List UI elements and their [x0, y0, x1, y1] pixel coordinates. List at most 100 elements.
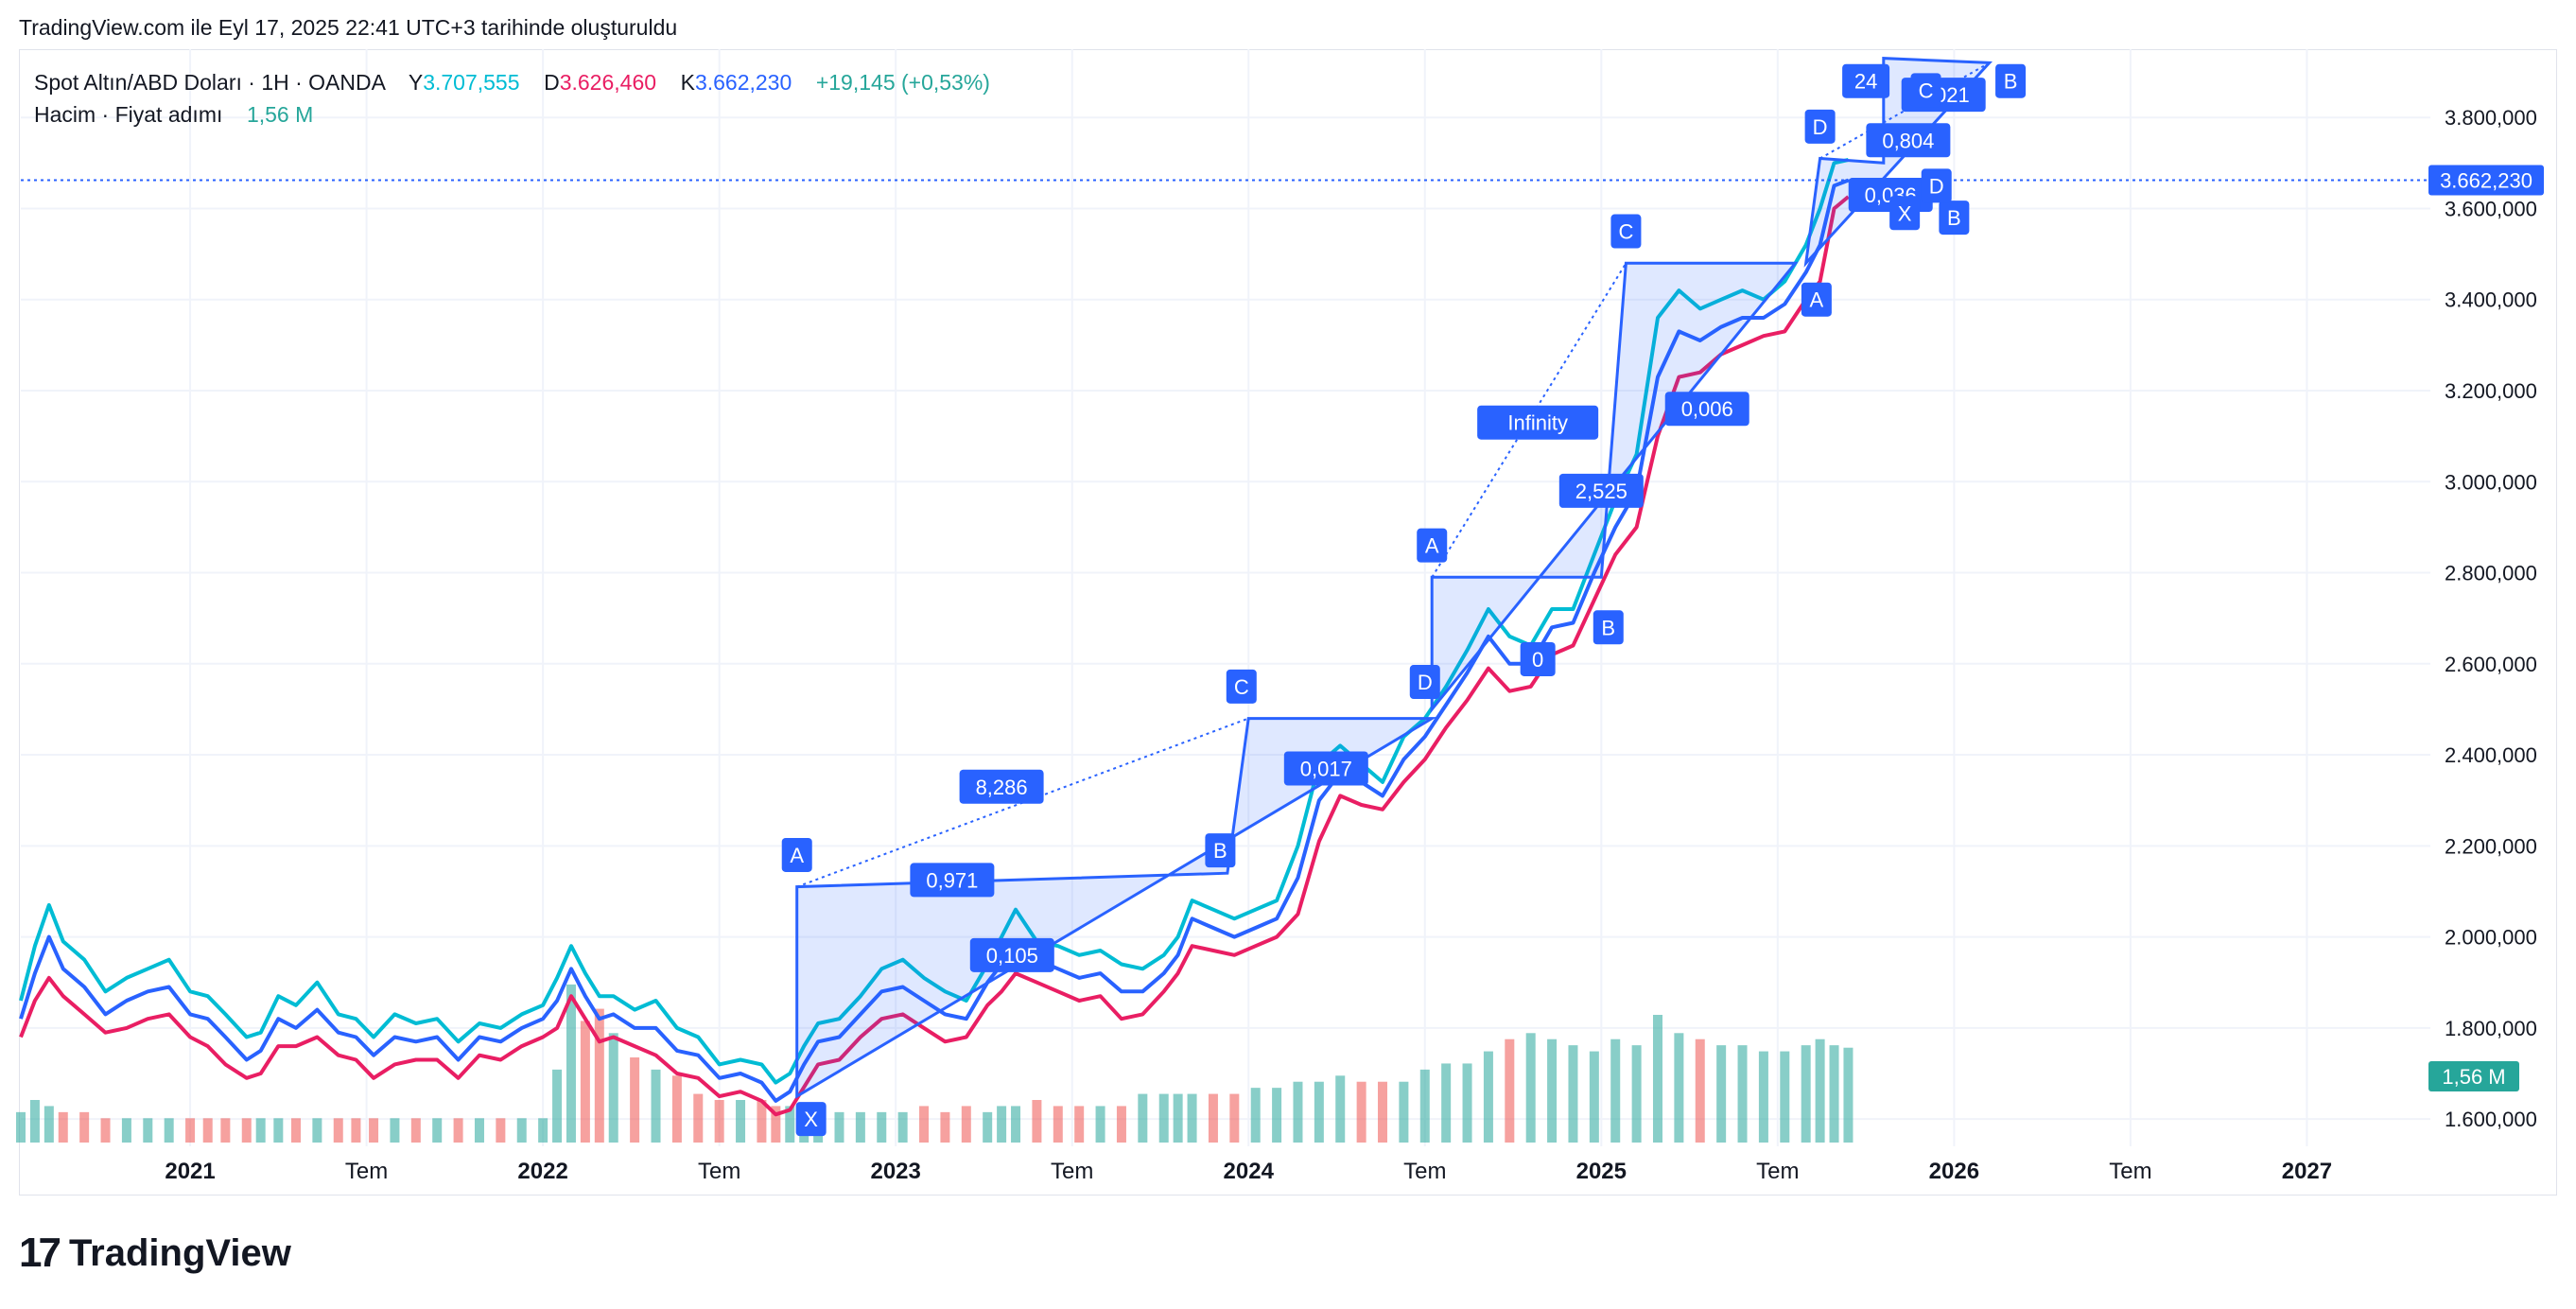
y-axis-tick-label: 3.000,000 [2445, 470, 2537, 494]
legend-low-label: K [680, 70, 695, 95]
pattern-point-label: C [1234, 675, 1249, 699]
last-price-tag [2428, 165, 2544, 196]
pattern-point-box [781, 837, 812, 872]
legend-low-value: 3.662,230 [694, 70, 792, 95]
volume-bar [1801, 1045, 1811, 1143]
volume-bar [834, 1111, 844, 1143]
pattern-point-label: B [1213, 839, 1227, 863]
volume-bar [1187, 1093, 1197, 1143]
x-axis-tick-label: Tem [345, 1159, 388, 1184]
x-axis-tick-label: Tem [1756, 1159, 1799, 1184]
volume-bar [580, 1021, 590, 1143]
legend: Spot Altın/ABD Doları · 1H · OANDA Y3.70… [34, 66, 990, 131]
y-axis-tick-label: 3.800,000 [2445, 106, 2537, 130]
volume-bar [919, 1106, 930, 1143]
pattern-point-box [1995, 63, 2027, 98]
pattern-ratio-box [1842, 63, 1890, 98]
legend-row-volume: Hacim · Fiyat adımı 1,56 M [34, 98, 990, 131]
volume-bar [79, 1111, 90, 1143]
volume-bar [566, 984, 576, 1143]
volume-bar [1314, 1081, 1324, 1143]
legend-symbol[interactable]: Spot Altın/ABD Doları · 1H · OANDA [34, 70, 385, 95]
legend-high-label: D [544, 70, 560, 95]
volume-bar [185, 1118, 196, 1143]
legend-row-price: Spot Altın/ABD Doları · 1H · OANDA Y3.70… [34, 66, 990, 98]
pattern-ratio-label: 0,017 [1300, 757, 1352, 780]
volume-bar [1780, 1051, 1790, 1143]
pattern-point-box [1804, 109, 1836, 144]
volume-bar [1053, 1106, 1063, 1143]
volume-bar [693, 1093, 704, 1143]
pattern-ratio-box [1664, 392, 1749, 427]
volume-bar [333, 1118, 343, 1143]
volume-bar [855, 1111, 865, 1143]
pattern-ratio-box [969, 937, 1054, 972]
pattern-ratio-label: 0 [1532, 648, 1543, 672]
pattern-point-label: A [790, 844, 804, 867]
x-axis-tick-label: 2022 [517, 1159, 567, 1184]
y-axis-tick-label: 3.600,000 [2445, 197, 2537, 220]
volume-bar [1356, 1081, 1366, 1143]
volume-bar [1250, 1088, 1261, 1143]
x-axis-tick-label: 2024 [1224, 1159, 1275, 1184]
x-axis-tick-label: 2021 [165, 1159, 215, 1184]
volume-bar [164, 1118, 174, 1143]
volume-bar [1074, 1106, 1085, 1143]
pattern-point-box [1910, 73, 1941, 108]
volume-bar [516, 1118, 527, 1143]
pattern-ratio-box [959, 769, 1044, 804]
volume-bar [1272, 1088, 1282, 1143]
chart-frame[interactable] [19, 49, 2557, 1196]
y-axis-tick-label: 2.000,000 [2445, 926, 2537, 950]
pattern-point-label: A [1810, 288, 1824, 312]
pattern-point-label: X [804, 1108, 818, 1131]
volume-bar [1032, 1100, 1042, 1143]
pattern-point-label: B [1947, 206, 1961, 230]
volume-bar [983, 1111, 993, 1143]
x-axis-tick-label: Tem [2109, 1159, 2151, 1184]
x-axis-tick-label: Tem [698, 1159, 740, 1184]
volume-bar [961, 1106, 971, 1143]
pattern-ratio-box [1283, 751, 1368, 786]
pattern-point-box [1939, 201, 1970, 236]
pattern-point-label: X [1898, 201, 1912, 225]
volume-value-tag [2428, 1061, 2519, 1091]
volume-bar [58, 1111, 68, 1143]
series-line-high[interactable] [19, 158, 1849, 1085]
volume-bar [100, 1118, 111, 1143]
y-axis-tick-label: 1.800,000 [2445, 1017, 2537, 1040]
pattern-point-box [1417, 528, 1448, 563]
legend-high-value: 3.626,460 [559, 70, 657, 95]
pattern-point-box [1889, 196, 1921, 231]
x-axis-tick-label: 2027 [2282, 1159, 2332, 1184]
volume-bar [671, 1075, 682, 1143]
tradingview-logo[interactable]: 17 TradingView [19, 1230, 291, 1277]
volume-bar [351, 1118, 361, 1143]
legend-change: +19,145 (+0,53%) [815, 70, 990, 95]
volume-bar [220, 1118, 231, 1143]
volume-bar [1208, 1093, 1218, 1143]
pattern-ratio-label: Infinity [1507, 411, 1568, 435]
pattern-ratio-label: 0,006 [1681, 397, 1733, 421]
y-axis-tick-label: 1.600,000 [2445, 1108, 2537, 1131]
y-axis-tick-label: 3.400,000 [2445, 288, 2537, 312]
pattern-ratio-label: 0,804 [1882, 129, 1934, 152]
volume-bar [29, 1100, 40, 1143]
harmonic-pattern[interactable] [1430, 261, 1799, 714]
pattern-connector-line [1431, 262, 1627, 578]
volume-bar [940, 1111, 950, 1143]
pattern-point-label: D [1418, 671, 1433, 694]
volume-bar [1419, 1069, 1430, 1143]
y-axis-tick-label: 3.200,000 [2445, 379, 2537, 403]
y-axis-tick-label: 2.200,000 [2445, 834, 2537, 858]
legend-volume-label[interactable]: Hacim · Fiyat adımı [34, 102, 223, 127]
pattern-ratio-label: 24 [1854, 70, 1877, 94]
volume-bar [1399, 1081, 1409, 1143]
pattern-point-box [1409, 665, 1440, 700]
last-price-label: 3.662,230 [2440, 169, 2532, 193]
volume-bar [1674, 1033, 1684, 1143]
pattern-ratio-box [1558, 473, 1644, 508]
pattern-ratio-box [1520, 641, 1556, 676]
pattern-point-label: B [2004, 70, 2018, 94]
